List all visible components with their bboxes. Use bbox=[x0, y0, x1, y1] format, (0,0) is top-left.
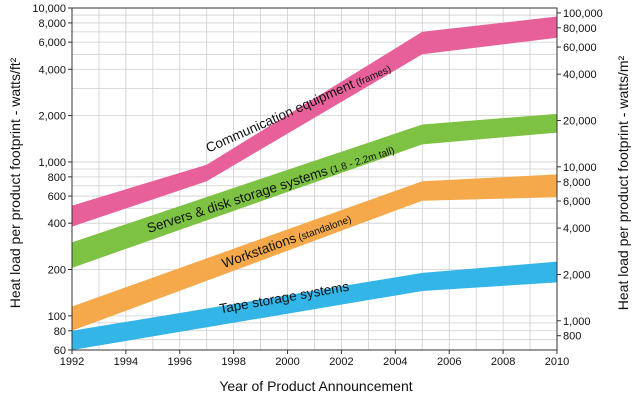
plot-frame bbox=[71, 7, 558, 351]
y-left-tick-label: 400 bbox=[48, 218, 66, 230]
y-left-axis-title: Heat load per product footprint - watts/… bbox=[7, 57, 23, 308]
x-axis-title: Year of Product Announcement bbox=[219, 378, 412, 394]
y-left-tick-label: 10,000 bbox=[32, 3, 66, 15]
x-tick-label: 1998 bbox=[221, 356, 245, 368]
band-label-communication-equipment: Communication equipment (frames) bbox=[203, 60, 392, 155]
x-tick-label: 2002 bbox=[329, 356, 353, 368]
y-right-tick-label: 10,000 bbox=[563, 162, 597, 174]
x-tick-label: 1992 bbox=[60, 356, 84, 368]
y-right-tick-label: 2,000 bbox=[563, 269, 591, 281]
band-workstations bbox=[72, 174, 557, 331]
x-tick-label: 1996 bbox=[168, 356, 192, 368]
y-left-tick-label: 1,000 bbox=[38, 157, 66, 169]
x-axis-ticks: 1992 1994 1996 1998 2000 2002 2004 2006 2008 2010 bbox=[60, 350, 569, 368]
y-right-tick-label: 4,000 bbox=[563, 223, 591, 235]
y-right-tick-label: 1,000 bbox=[563, 316, 591, 328]
y-right-tick-label: 800 bbox=[563, 331, 581, 343]
y-left-tick-label: 2,000 bbox=[38, 111, 66, 123]
y-right-tick-label: 40,000 bbox=[563, 69, 597, 81]
x-tick-label: 2004 bbox=[383, 356, 407, 368]
left-axis-ticks: 60 80 100 200 400 600 800 1,000 2,000 4,000 6,000 8… bbox=[32, 3, 72, 357]
y-left-tick-label: 80 bbox=[54, 326, 66, 338]
right-axis-ticks: 800 1,000 2,000 4,000 6,000 8,000 10,000 20,000… bbox=[557, 8, 603, 343]
x-tick-label: 1994 bbox=[114, 356, 138, 368]
y-right-tick-label: 8,000 bbox=[563, 177, 591, 189]
x-tick-label: 2000 bbox=[275, 356, 299, 368]
x-tick-label: 2006 bbox=[437, 356, 461, 368]
y-left-tick-label: 6,000 bbox=[38, 37, 66, 49]
band-servers-disk-storage-systems bbox=[72, 113, 557, 268]
y-left-tick-label: 8,000 bbox=[38, 18, 66, 30]
band-tape-storage-systems bbox=[72, 261, 557, 350]
band-label-workstations: Workstations (standalone) bbox=[220, 210, 353, 271]
band-layer bbox=[72, 16, 557, 350]
y-right-tick-label: 100,000 bbox=[563, 8, 603, 20]
y-left-tick-label: 600 bbox=[48, 191, 66, 203]
x-tick-label: 2008 bbox=[491, 356, 515, 368]
y-left-tick-label: 200 bbox=[48, 265, 66, 277]
y-right-axis-title: Heat load per product footprint - watts/… bbox=[615, 55, 631, 310]
y-left-tick-label: 800 bbox=[48, 172, 66, 184]
y-right-tick-label: 80,000 bbox=[563, 23, 597, 35]
y-left-tick-label: 100 bbox=[48, 311, 66, 323]
y-right-tick-label: 6,000 bbox=[563, 196, 591, 208]
y-right-tick-label: 20,000 bbox=[563, 116, 597, 128]
y-left-tick-label: 60 bbox=[54, 345, 66, 357]
x-tick-label: 2010 bbox=[545, 356, 569, 368]
y-right-tick-label: 60,000 bbox=[563, 42, 597, 54]
band-communication-equipment bbox=[72, 16, 557, 227]
y-left-tick-label: 4,000 bbox=[38, 64, 66, 76]
